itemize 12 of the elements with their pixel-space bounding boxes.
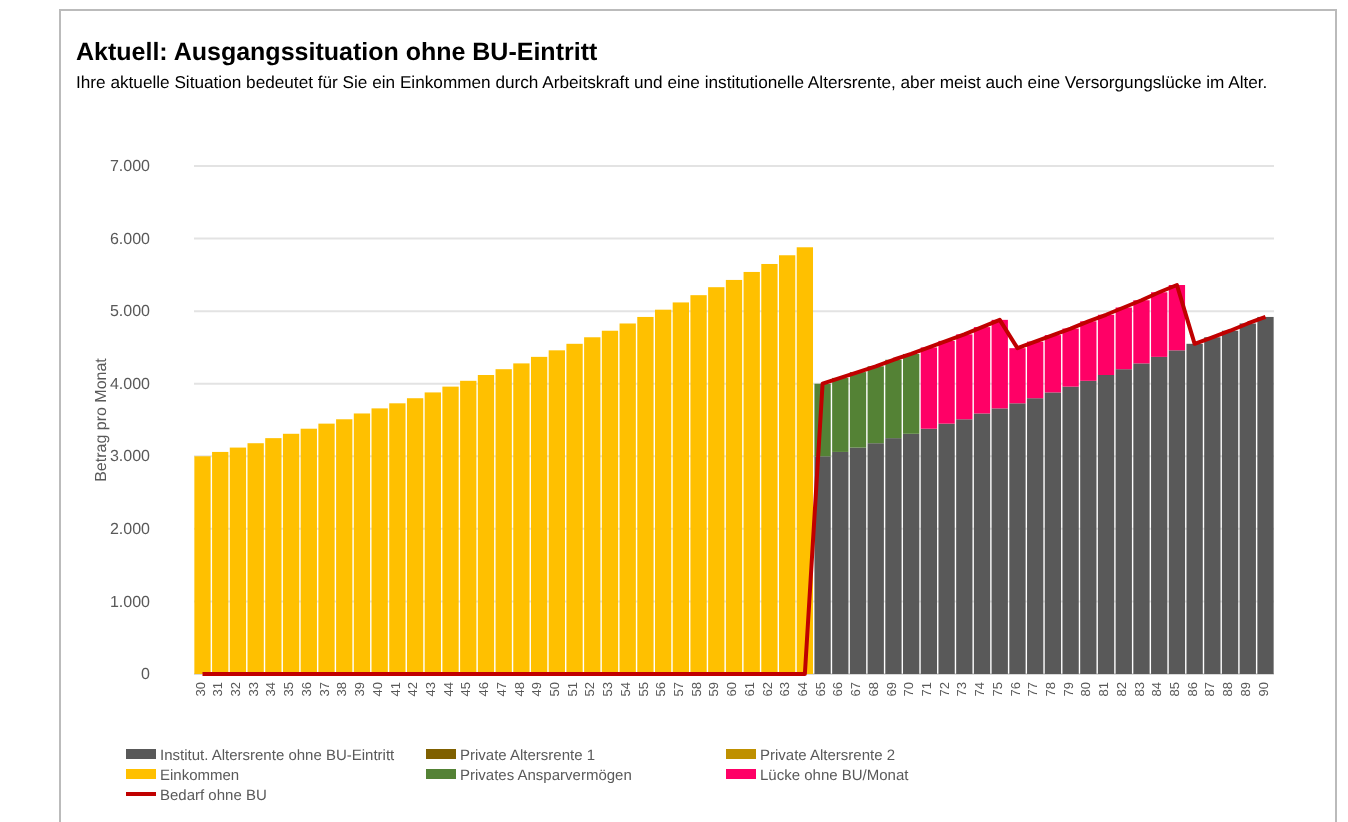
y-tick-label: 4.000 bbox=[109, 374, 152, 393]
line-series bbox=[200, 283, 1268, 676]
chart-title: Aktuell: Ausgangssituation ohne BU-Eintritt bbox=[76, 38, 599, 66]
y-axis-title: Betrag pro Monat bbox=[92, 356, 110, 482]
y-tick-label: 1.000 bbox=[109, 592, 152, 611]
y-tick-label: 3.000 bbox=[109, 447, 152, 466]
chart-subtitle: Ihre aktuelle Situation bedeutet für Sie ein Einkommen durch Arbeitskraft und eine institutionelle Altersrente, aber meist auch eine Versorgungslücke im Alter. bbox=[76, 72, 1268, 92]
y-tick-label: 7.000 bbox=[109, 157, 152, 176]
y-tick-label: 2.000 bbox=[109, 519, 152, 538]
y-tick-label: 5.000 bbox=[109, 302, 152, 321]
y-tick-label: 0 bbox=[141, 665, 152, 684]
y-tick-label: 6.000 bbox=[109, 229, 152, 248]
